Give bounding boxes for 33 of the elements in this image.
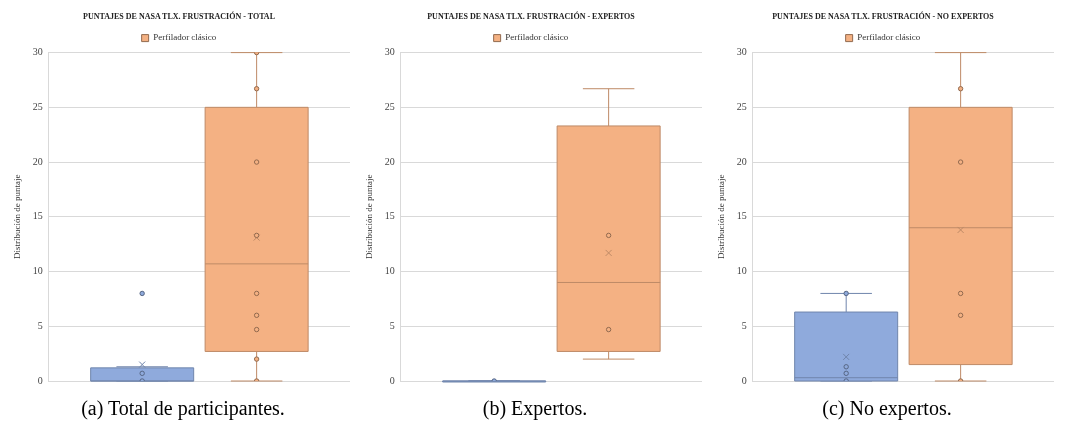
y-tick-label: 30 (32, 46, 43, 58)
y-tick-label: 30 (736, 46, 747, 58)
y-tick-label: 0 (741, 374, 747, 386)
y-tick-label: 30 (384, 46, 395, 58)
y-axis-title: Distribución de puntaje (715, 174, 726, 260)
y-tick-label: 10 (736, 265, 747, 277)
y-tick-label: 10 (384, 265, 395, 277)
y-axis-title: Distribución de puntaje (363, 174, 374, 260)
y-tick-label: 25 (736, 100, 747, 112)
y-tick-label: 25 (32, 100, 43, 112)
y-tick-label: 15 (384, 210, 395, 222)
y-tick-label: 5 (389, 319, 395, 331)
text: (c) No expertos. (822, 397, 952, 420)
chart-title: PUNTAJES DE NASA TLX. FRUSTRACIÓN - TOTAL (83, 10, 275, 21)
y-tick-label: 20 (32, 155, 43, 167)
legend-label: Perfilador clásico (153, 32, 217, 43)
text: (b) Expertos. (482, 397, 588, 420)
y-tick-label: 20 (384, 155, 395, 167)
chart-title: PUNTAJES DE NASA TLX. FRUSTRACIÓN - NO EXPERTOS (772, 10, 995, 21)
y-tick-label: 20 (736, 155, 747, 167)
legend-label: Perfilador clásico (505, 32, 569, 43)
y-tick-label: 10 (32, 265, 43, 277)
y-tick-label: 5 (741, 319, 747, 331)
y-tick-label: 5 (37, 319, 43, 331)
y-tick-label: 15 (32, 210, 43, 222)
y-axis-title: Distribución de puntaje (11, 174, 22, 260)
chart-title: PUNTAJES DE NASA TLX. FRUSTRACIÓN - EXPERTOS (427, 10, 636, 21)
text: (a) Total de participantes. (81, 397, 285, 420)
y-tick-label: 0 (37, 374, 43, 386)
legend-label: Perfilador clásico (857, 32, 921, 43)
y-tick-label: 15 (736, 210, 747, 222)
y-tick-label: 0 (389, 374, 395, 386)
y-tick-label: 25 (384, 100, 395, 112)
